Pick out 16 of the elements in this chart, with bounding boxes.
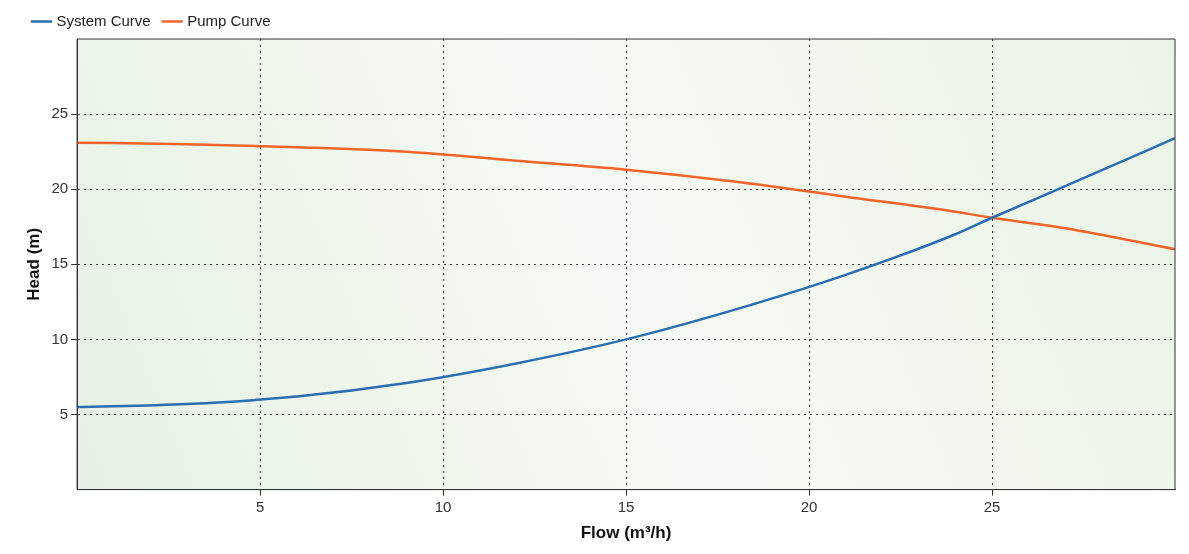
line-series <box>77 141 1175 251</box>
y-tick-label: 15 <box>51 254 69 272</box>
x-tick-label: 20 <box>800 497 818 515</box>
legend-label: Pump Curve <box>187 11 271 29</box>
y-tick-label: 10 <box>51 329 69 347</box>
x-tick-label: 5 <box>255 497 265 515</box>
x-tick-label: 15 <box>617 497 635 515</box>
y-tick-label: 25 <box>51 104 69 122</box>
x-axis-title: Flow (m³/h) <box>580 523 672 543</box>
y-axis-title: Head (m) <box>23 227 43 301</box>
x-tick-label: 25 <box>983 497 1001 515</box>
x-tick-label: 10 <box>434 497 452 515</box>
line-series <box>77 136 1175 409</box>
legend-label: System Curve <box>56 11 151 29</box>
y-tick-label: 20 <box>51 179 69 197</box>
y-tick-label: 5 <box>59 404 69 422</box>
